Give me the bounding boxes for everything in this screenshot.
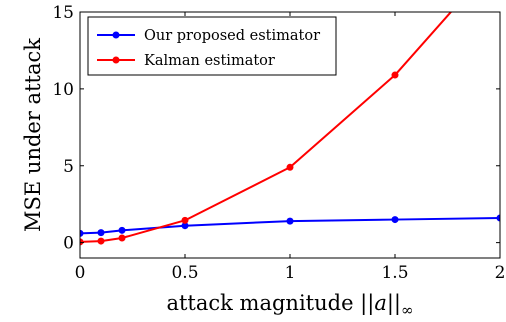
ticks-layer: 0 0.5 1 1.5 2 0 5 10 15 <box>52 3 505 283</box>
legend-box <box>87 16 337 76</box>
y-tick-label: 10 <box>52 80 74 100</box>
x-tick-label: 1.5 <box>381 263 408 283</box>
x-axis-label-prefix: attack magnitude || <box>166 291 374 316</box>
series-0-point <box>118 226 126 234</box>
x-axis-label: attack magnitude ||a||∞ <box>166 291 413 319</box>
x-tick-label: 0.5 <box>171 263 198 283</box>
series-1-point <box>80 238 84 246</box>
x-axis-label-var: a <box>374 291 387 315</box>
x-tick-label: 1 <box>285 263 296 283</box>
x-tick-label: 2 <box>495 263 506 283</box>
series-1-point <box>391 71 399 79</box>
series-0-point <box>80 229 84 237</box>
x-axis-label-sub: ∞ <box>401 301 414 319</box>
series-1-point <box>286 163 294 171</box>
series-0-point <box>181 222 189 230</box>
legend-label-kalman: Kalman estimator <box>144 53 275 69</box>
y-tick-label: 0 <box>63 234 74 254</box>
legend-label-proposed: Our proposed estimator <box>144 28 320 44</box>
series-0-point <box>496 214 500 222</box>
series-1-point <box>181 216 189 224</box>
series-1-point <box>97 237 105 245</box>
y-tick-label: 15 <box>52 3 74 23</box>
x-tick-label: 0 <box>75 263 86 283</box>
series-0-point <box>391 216 399 224</box>
series-0-point <box>286 217 294 225</box>
x-axis-label-bars: || <box>387 291 401 316</box>
series-0-point <box>97 229 105 237</box>
y-axis-label: MSE under attack <box>21 38 45 232</box>
legend: Our proposed estimator Kalman estimator <box>87 16 337 76</box>
legend-marker-proposed <box>112 31 120 39</box>
series-1-point <box>118 234 126 242</box>
legend-marker-kalman <box>112 56 120 64</box>
series-layer <box>80 12 500 246</box>
y-tick-label: 5 <box>63 157 74 177</box>
